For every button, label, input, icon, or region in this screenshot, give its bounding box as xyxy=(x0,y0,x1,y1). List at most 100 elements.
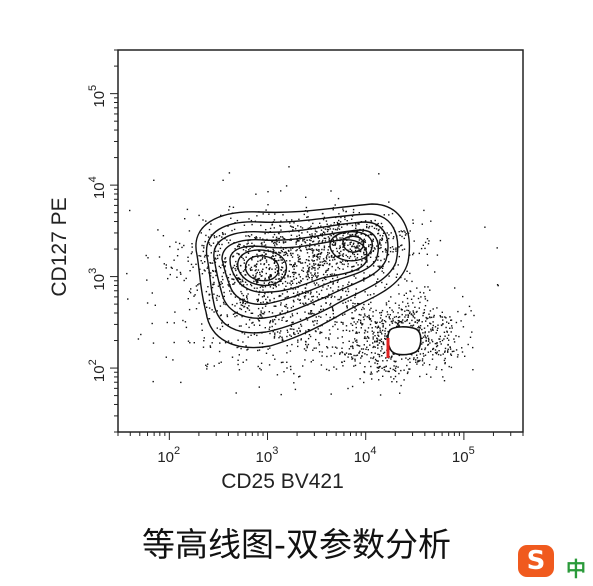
scatter-dot xyxy=(219,314,222,317)
scatter-dot xyxy=(236,274,238,276)
scatter-dot xyxy=(259,342,261,344)
scatter-dot xyxy=(444,335,446,337)
scatter-dot xyxy=(356,245,358,247)
scatter-dot xyxy=(300,339,302,341)
scatter-dot xyxy=(205,220,207,222)
scatter-dot xyxy=(352,305,354,307)
scatter-dot xyxy=(302,240,304,242)
scatter-dot xyxy=(202,346,205,348)
scatter-dot xyxy=(415,361,417,363)
scatter-dot xyxy=(449,346,451,348)
scatter-dot xyxy=(317,263,320,265)
scatter-dot xyxy=(351,345,354,347)
scatter-dot xyxy=(306,239,308,241)
scatter-dot xyxy=(380,338,383,340)
scatter-dot xyxy=(331,265,333,268)
scatter-dot xyxy=(300,262,302,264)
scatter-dot xyxy=(255,269,257,271)
scatter-dot xyxy=(334,204,336,206)
scatter-dot xyxy=(313,303,315,306)
scatter-dot xyxy=(336,276,339,278)
scatter-dot xyxy=(310,239,312,242)
scatter-dot xyxy=(326,355,328,358)
scatter-dot xyxy=(283,251,285,254)
scatter-dot xyxy=(282,241,285,243)
scatter-dot xyxy=(409,230,411,232)
scatter-dot xyxy=(381,226,384,228)
scatter-dot xyxy=(223,303,225,305)
scatter-dot xyxy=(376,371,378,373)
scatter-dot xyxy=(253,280,255,283)
scatter-dot xyxy=(272,281,274,283)
scatter-dot xyxy=(396,323,399,325)
scatter-dot xyxy=(287,295,289,298)
scatter-dot xyxy=(292,292,295,294)
scatter-dot xyxy=(393,353,395,355)
scatter-dot xyxy=(381,239,383,241)
scatter-dot xyxy=(421,321,423,323)
scatter-dot xyxy=(403,294,405,296)
scatter-dot xyxy=(347,290,350,293)
scatter-dot xyxy=(366,346,368,348)
scatter-dot xyxy=(261,275,263,277)
scatter-dot xyxy=(303,295,306,298)
scatter-dot xyxy=(294,295,297,298)
scatter-dot xyxy=(215,250,217,253)
scatter-dot xyxy=(206,368,208,370)
scatter-dot xyxy=(436,254,439,256)
ime-language-indicator[interactable]: 中 xyxy=(566,557,586,581)
scatter-dot xyxy=(338,247,341,250)
scatter-dot xyxy=(324,228,327,230)
scatter-dot xyxy=(186,208,189,211)
y-tick-label: 103 xyxy=(87,268,108,291)
scatter-dot xyxy=(212,269,214,272)
scatter-dot xyxy=(444,347,447,350)
scatter-dot xyxy=(424,298,427,300)
scatter-dot xyxy=(464,313,466,316)
scatter-dot xyxy=(207,363,209,365)
ime-logo-icon[interactable]: S xyxy=(518,545,554,577)
scatter-dot xyxy=(209,345,211,347)
scatter-dot xyxy=(259,250,261,252)
scatter-dot xyxy=(450,331,452,333)
scatter-dot xyxy=(332,290,334,292)
scatter-dot xyxy=(424,331,426,333)
scatter-dot xyxy=(397,316,400,319)
scatter-dot xyxy=(366,223,368,226)
scatter-dot xyxy=(249,268,251,270)
scatter-dot xyxy=(297,339,299,341)
scatter-dot xyxy=(233,283,235,285)
scatter-dot xyxy=(355,323,357,325)
scatter-dot xyxy=(364,366,366,368)
scatter-dot xyxy=(220,361,222,363)
scatter-dot xyxy=(259,259,261,262)
scatter-dot xyxy=(370,252,372,255)
scatter-dot xyxy=(221,282,223,285)
scatter-dot xyxy=(383,343,385,346)
scatter-dot xyxy=(352,253,354,255)
scatter-dot xyxy=(333,222,335,224)
scatter-dot xyxy=(409,368,411,370)
scatter-dot xyxy=(215,236,218,238)
scatter-dot xyxy=(316,291,318,293)
scatter-dot xyxy=(261,342,264,345)
scatter-dot xyxy=(381,238,384,241)
scatter-dot xyxy=(298,295,300,297)
scatter-dot xyxy=(409,290,411,292)
scatter-dot xyxy=(256,237,258,239)
scatter-dot xyxy=(387,253,390,256)
scatter-dot xyxy=(282,237,285,239)
scatter-dot xyxy=(424,354,427,356)
scatter-dot xyxy=(286,352,288,354)
scatter-dot xyxy=(242,257,244,260)
scatter-dot xyxy=(264,257,266,259)
scatter-dot xyxy=(342,321,344,324)
scatter-dot xyxy=(281,293,284,295)
scatter-dot xyxy=(401,244,403,246)
scatter-dot xyxy=(320,308,322,311)
scatter-dot xyxy=(391,356,393,358)
scatter-dot xyxy=(268,276,270,278)
scatter-dot xyxy=(342,210,345,212)
scatter-dot xyxy=(454,287,456,289)
